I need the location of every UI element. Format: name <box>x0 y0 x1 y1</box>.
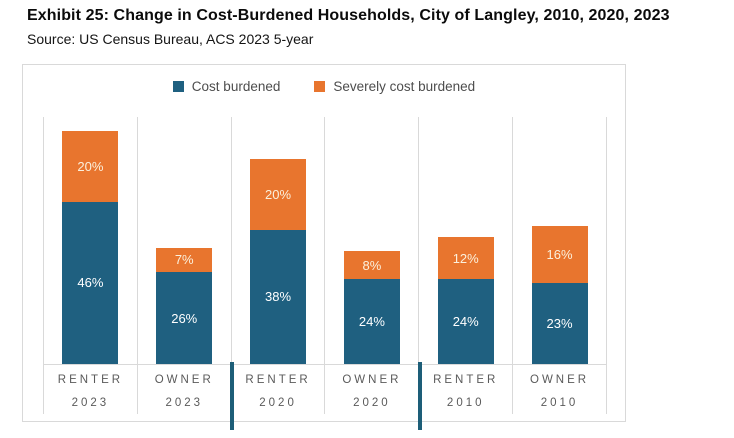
bar-segment-cost-burdened: 24% <box>437 279 494 364</box>
bar-value-label: 8% <box>362 257 382 273</box>
category-year-label: 2010 <box>446 397 485 409</box>
category-type-label: OWNER <box>342 374 402 386</box>
bar-segment-severely-cost-burdened: 12% <box>437 237 494 280</box>
bar-segment-severely-cost-burdened: 20% <box>250 159 307 230</box>
category-year-label: 2010 <box>540 397 579 409</box>
bar-value-label: 38% <box>265 289 292 305</box>
bar-segment-cost-burdened: 38% <box>250 229 307 364</box>
bar-stack: 20% 38% <box>250 159 307 364</box>
bar-stack: 7% 26% <box>156 247 213 364</box>
bar-value-label: 24% <box>358 314 385 330</box>
bar-area: 16% 23% <box>513 117 606 364</box>
bar-value-label: 26% <box>171 310 198 326</box>
bar-segment-cost-burdened: 26% <box>156 272 213 364</box>
bar-group: 20% 46% RENTER 2023 <box>44 117 138 414</box>
chart-card: Cost burdened Severely cost burdened 20% 4… <box>22 64 626 430</box>
bar-area: 12% 24% <box>419 117 512 364</box>
bar-segment-cost-burdened: 24% <box>343 279 400 364</box>
legend-item-severely-cost-burdened: Severely cost burdened <box>314 79 475 94</box>
bar-area: 7% 26% <box>138 117 231 364</box>
bar-value-label: 12% <box>452 250 479 266</box>
bar-area: 8% 24% <box>325 117 418 364</box>
bar-stack: 16% 23% <box>531 226 588 364</box>
category-label: RENTER 2023 <box>44 364 137 413</box>
bar-segment-cost-burdened: 23% <box>531 282 588 364</box>
bar-segment-severely-cost-burdened: 16% <box>531 226 588 283</box>
chart-source: Source: US Census Bureau, ACS 2023 5-yea… <box>27 31 314 47</box>
chart-legend: Cost burdened Severely cost burdened <box>23 79 625 94</box>
bar-segment-cost-burdened: 46% <box>62 201 119 364</box>
bar-value-label: 16% <box>546 247 573 263</box>
bar-group: 20% 38% RENTER 2020 <box>231 117 326 414</box>
chart-title: Exhibit 25: Change in Cost-Burdened Hous… <box>27 7 670 24</box>
bar-segment-severely-cost-burdened: 20% <box>62 131 119 202</box>
category-type-label: OWNER <box>154 374 214 386</box>
legend-label: Severely cost burdened <box>333 79 476 94</box>
legend-swatch-icon <box>172 81 184 92</box>
category-type-label: RENTER <box>57 374 124 386</box>
bar-value-label: 7% <box>174 252 194 268</box>
bar-value-label: 46% <box>77 275 104 291</box>
category-label: RENTER 2010 <box>419 364 513 413</box>
bar-area: 20% 38% <box>232 117 325 364</box>
bar-value-label: 23% <box>546 315 573 331</box>
category-label: OWNER 2020 <box>325 364 419 413</box>
category-year-label: 2020 <box>259 397 297 409</box>
bar-value-label: 20% <box>265 187 292 203</box>
bar-value-label: 20% <box>77 158 104 174</box>
bar-area: 20% 46% <box>44 117 137 364</box>
category-year-label: 2023 <box>165 397 204 409</box>
plot-area: 20% 46% RENTER 2023 7% 26% OWNER 2023 20% 38% RENT… <box>43 117 607 430</box>
category-type-label: RENTER <box>245 374 311 386</box>
bar-group: 16% 23% OWNER 2010 <box>513 117 607 414</box>
bar-segment-severely-cost-burdened: 8% <box>343 251 400 280</box>
category-year-label: 2020 <box>353 397 391 409</box>
category-type-label: RENTER <box>433 374 499 386</box>
bar-group: 8% 24% OWNER 2020 <box>325 117 420 414</box>
bar-group: 12% 24% RENTER 2010 <box>419 117 514 414</box>
category-year-label: 2023 <box>71 397 110 409</box>
legend-label: Cost burdened <box>191 79 281 94</box>
bar-stack: 20% 46% <box>62 131 119 364</box>
bar-segment-severely-cost-burdened: 7% <box>156 247 213 273</box>
category-label: OWNER 2023 <box>137 364 231 413</box>
category-label: RENTER 2020 <box>231 364 325 413</box>
category-label: OWNER 2010 <box>513 364 606 413</box>
legend-swatch-icon <box>314 81 326 92</box>
bar-group: 7% 26% OWNER 2023 <box>137 117 232 414</box>
bar-stack: 12% 24% <box>437 237 494 364</box>
bar-value-label: 24% <box>452 314 479 330</box>
year-group-divider <box>418 362 422 430</box>
category-type-label: OWNER <box>530 374 590 386</box>
year-group-divider <box>230 362 234 430</box>
bar-stack: 8% 24% <box>343 251 400 364</box>
legend-item-cost-burdened: Cost burdened <box>172 79 281 94</box>
